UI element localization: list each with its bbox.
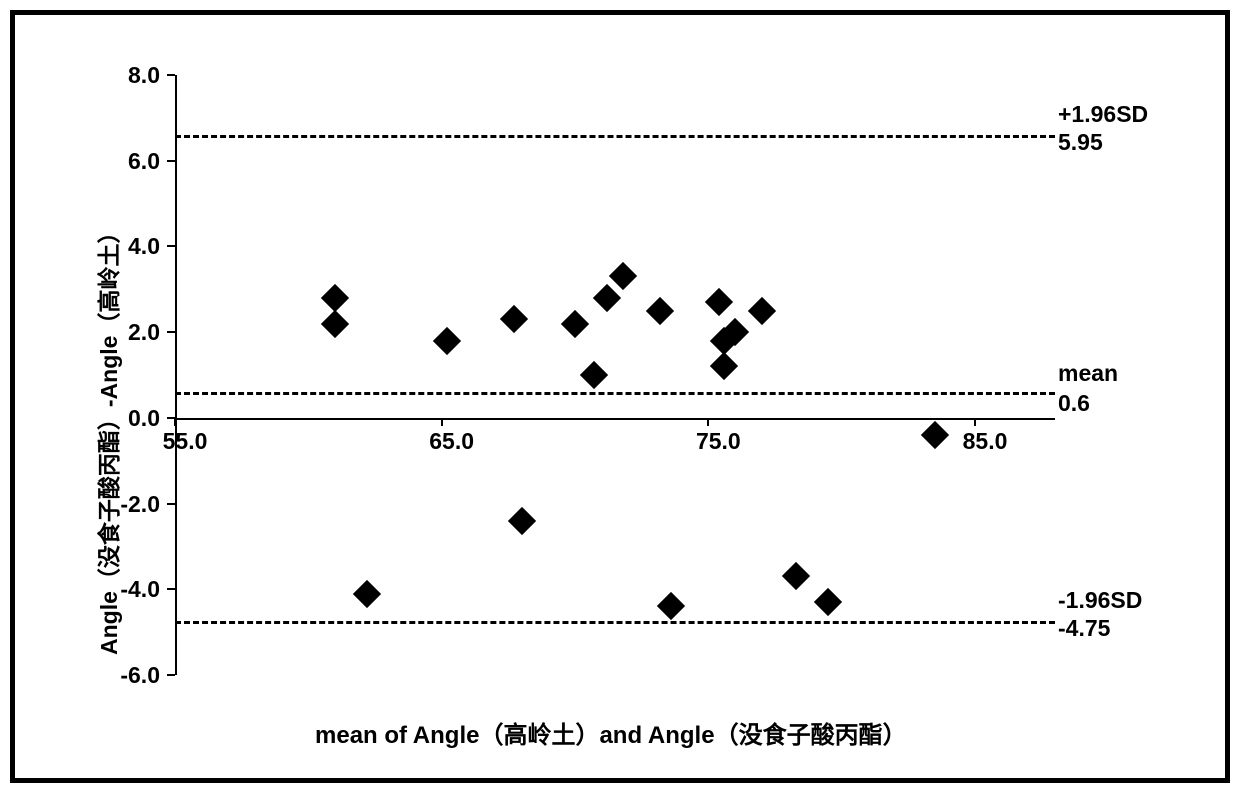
y-tick-label: 6.0 <box>100 148 160 175</box>
data-point <box>705 288 733 316</box>
y-tick <box>167 160 175 162</box>
data-point <box>433 327 461 355</box>
y-tick <box>167 331 175 333</box>
data-point <box>782 562 810 590</box>
y-tick <box>167 245 175 247</box>
mean-value: 0.6 <box>1058 390 1090 418</box>
data-point <box>321 284 349 312</box>
mean-label: mean <box>1058 360 1118 388</box>
ref-line-upper <box>175 135 1055 138</box>
y-tick <box>167 503 175 505</box>
upper-label: +1.96SD <box>1058 101 1148 129</box>
y-tick-label: 8.0 <box>100 62 160 89</box>
y-tick <box>167 674 175 676</box>
data-point <box>353 579 381 607</box>
x-axis <box>175 418 1055 420</box>
x-tick <box>441 418 443 426</box>
ref-line-mean <box>175 392 1055 395</box>
lower-value: -4.75 <box>1058 615 1110 643</box>
data-point <box>500 305 528 333</box>
x-axis-title: mean of Angle（高岭土）and Angle（没食子酸丙酯） <box>315 715 907 750</box>
x-tick <box>707 418 709 426</box>
data-point <box>748 297 776 325</box>
data-point <box>657 592 685 620</box>
x-tick-label: 85.0 <box>955 428 1015 455</box>
y-axis-title: Angle（没食子酸丙酯）-Angle（高岭土） <box>90 221 124 655</box>
data-point <box>321 309 349 337</box>
y-tick <box>167 74 175 76</box>
chart-frame: -6.0-4.0-2.00.02.04.06.08.055.065.075.08… <box>10 10 1230 783</box>
y-axis <box>175 75 177 675</box>
bland-altman-chart: -6.0-4.0-2.00.02.04.06.08.055.065.075.08… <box>175 75 1055 675</box>
x-tick <box>974 418 976 426</box>
data-point <box>580 361 608 389</box>
x-tick <box>174 418 176 426</box>
data-point <box>593 284 621 312</box>
data-point <box>710 352 738 380</box>
data-point <box>814 588 842 616</box>
x-tick-label: 55.0 <box>155 428 215 455</box>
lower-label: -1.96SD <box>1058 587 1142 615</box>
y-tick <box>167 588 175 590</box>
x-tick-label: 65.0 <box>422 428 482 455</box>
data-point <box>561 309 589 337</box>
x-tick-label: 75.0 <box>688 428 748 455</box>
plot-area: -6.0-4.0-2.00.02.04.06.08.055.065.075.08… <box>175 75 1055 675</box>
data-point <box>921 421 949 449</box>
ref-line-lower <box>175 621 1055 624</box>
y-tick-label: -6.0 <box>100 662 160 689</box>
upper-value: 5.95 <box>1058 129 1103 157</box>
data-point <box>646 297 674 325</box>
data-point <box>609 262 637 290</box>
data-point <box>508 507 536 535</box>
